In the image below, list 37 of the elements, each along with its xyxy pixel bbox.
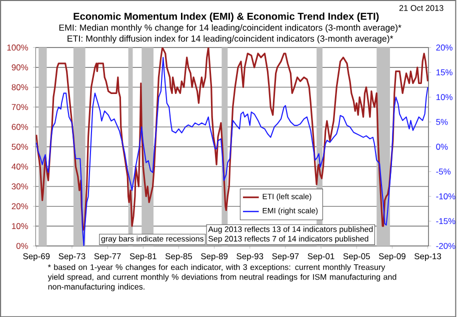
x-tick-label: Sep-09: [378, 253, 406, 261]
y-tick-label: 0%: [16, 242, 28, 249]
x-tick-label: Sep-73: [58, 253, 86, 261]
y-tick-label: 30%: [12, 183, 28, 190]
y2-tick-label: 0%: [436, 144, 448, 150]
y2-tick-label: 20%: [436, 44, 452, 50]
y-tick-label: 50%: [12, 144, 28, 150]
y-tick-label: 60%: [12, 124, 28, 130]
x-tick-label: Sep-89: [201, 253, 228, 261]
y2-tick-label: -20%: [436, 242, 456, 249]
y2-tick-label: -10%: [436, 193, 456, 200]
y-tick-label: 80%: [12, 84, 28, 90]
y-tick-label: 20%: [12, 203, 28, 210]
x-tick-label: Sep-85: [165, 253, 192, 261]
x-tick-label: Sep-81: [130, 253, 156, 261]
chart-title: Economic Momentum Index (EMI) & Economic Trend Index (ETI): [74, 12, 379, 22]
chart-subtitle: EMI: Median monthly % change for 14 leading/coincident indicators (3-month average)*: [59, 24, 402, 32]
x-tick-label: Sep-93: [236, 253, 264, 261]
y2-tick-label: 5%: [436, 118, 448, 125]
y2-tick-label: 10%: [436, 94, 452, 100]
y2-tick-label: 15%: [436, 69, 452, 76]
y-tick-label: 40%: [12, 163, 28, 170]
x-tick-label: Sep-77: [94, 253, 121, 261]
text: 21 Oct 2013: [399, 4, 444, 11]
y-tick-label: 100%: [7, 44, 28, 50]
y-tick-label: 10%: [12, 222, 28, 229]
x-tick-label: Sep-05: [343, 253, 370, 261]
x-tick-label: Sep-69: [23, 253, 50, 261]
text: * based on 1-year % changes for each indicator, with 3 exceptions: current monthly Treasury yield spread, and current monthly % deviations from neutral readings for ISM manufacturing and non-manufacturing indices.: [48, 264, 396, 292]
y-tick-label: 70%: [12, 104, 28, 110]
x-tick-label: Sep-13: [414, 253, 442, 261]
y2-tick-label: -15%: [436, 218, 456, 224]
y2-tick-label: -5%: [436, 168, 451, 174]
text: ETI: Monthly diffusion index for 14 leading/coincident indicators (3-month average)*: [68, 35, 394, 44]
x-tick-label: Sep-01: [308, 253, 334, 261]
x-tick-label: Sep-97: [272, 253, 299, 261]
y-tick-label: 90%: [12, 64, 28, 70]
